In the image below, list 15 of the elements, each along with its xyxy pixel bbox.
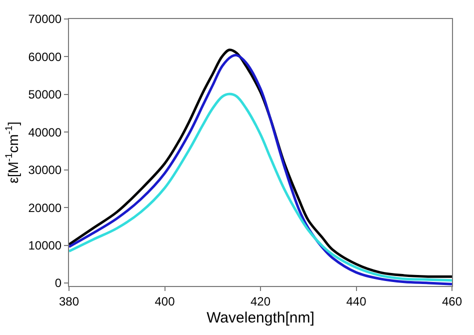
y-tick-label: 70000 bbox=[28, 12, 62, 26]
y-tick-label: 20000 bbox=[28, 200, 62, 215]
x-tick-label: 440 bbox=[346, 294, 367, 308]
x-tick-label: 400 bbox=[154, 294, 176, 308]
x-axis-title: Wavelength[nm] bbox=[206, 309, 314, 326]
line-series bbox=[69, 92, 452, 282]
y-tick-label: 40000 bbox=[28, 125, 62, 140]
y-tick-label: 60000 bbox=[28, 50, 62, 64]
y-tick-label: 10000 bbox=[28, 238, 62, 252]
y-tick-label: 50000 bbox=[28, 88, 62, 102]
x-tick-label: 460 bbox=[442, 294, 462, 308]
y-tick-label: 0 bbox=[54, 276, 62, 290]
x-tick-label: 380 bbox=[58, 294, 80, 308]
y-tick-label: 30000 bbox=[28, 163, 62, 178]
x-tick-label: 420 bbox=[250, 294, 271, 308]
